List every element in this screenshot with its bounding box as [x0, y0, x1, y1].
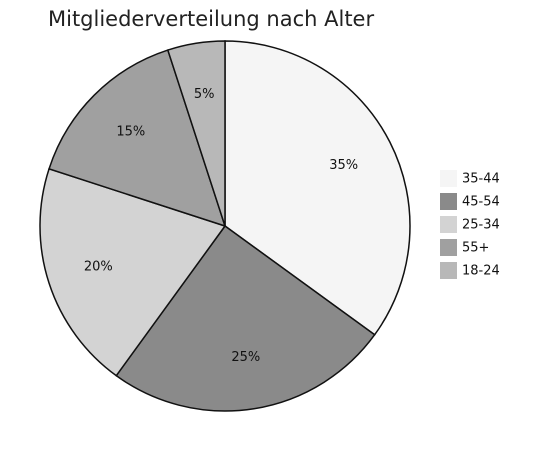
- legend-swatch: [440, 170, 457, 187]
- pie-slice: [115, 224, 376, 412]
- legend-label: 55+: [462, 241, 489, 256]
- legend-swatch: [440, 262, 457, 279]
- pie-slice: [48, 49, 227, 228]
- data-label: 5%: [194, 87, 215, 102]
- legend-swatch: [440, 239, 457, 256]
- data-label: 15%: [116, 124, 145, 139]
- pie-slice: [39, 167, 227, 377]
- legend-label: 35-44: [462, 172, 500, 187]
- data-label: 25%: [231, 350, 260, 365]
- legend-label: 18-24: [462, 264, 500, 279]
- data-label: 35%: [329, 158, 358, 173]
- legend-swatch: [440, 216, 457, 233]
- legend-label: 25-34: [462, 218, 500, 233]
- legend-label: 45-54: [462, 195, 500, 210]
- chart-title: Mitgliederverteilung nach Alter: [48, 7, 374, 31]
- data-label: 20%: [84, 260, 113, 275]
- pie-slice: [166, 40, 226, 227]
- pie-slice: [224, 40, 411, 336]
- legend-swatch: [440, 193, 457, 210]
